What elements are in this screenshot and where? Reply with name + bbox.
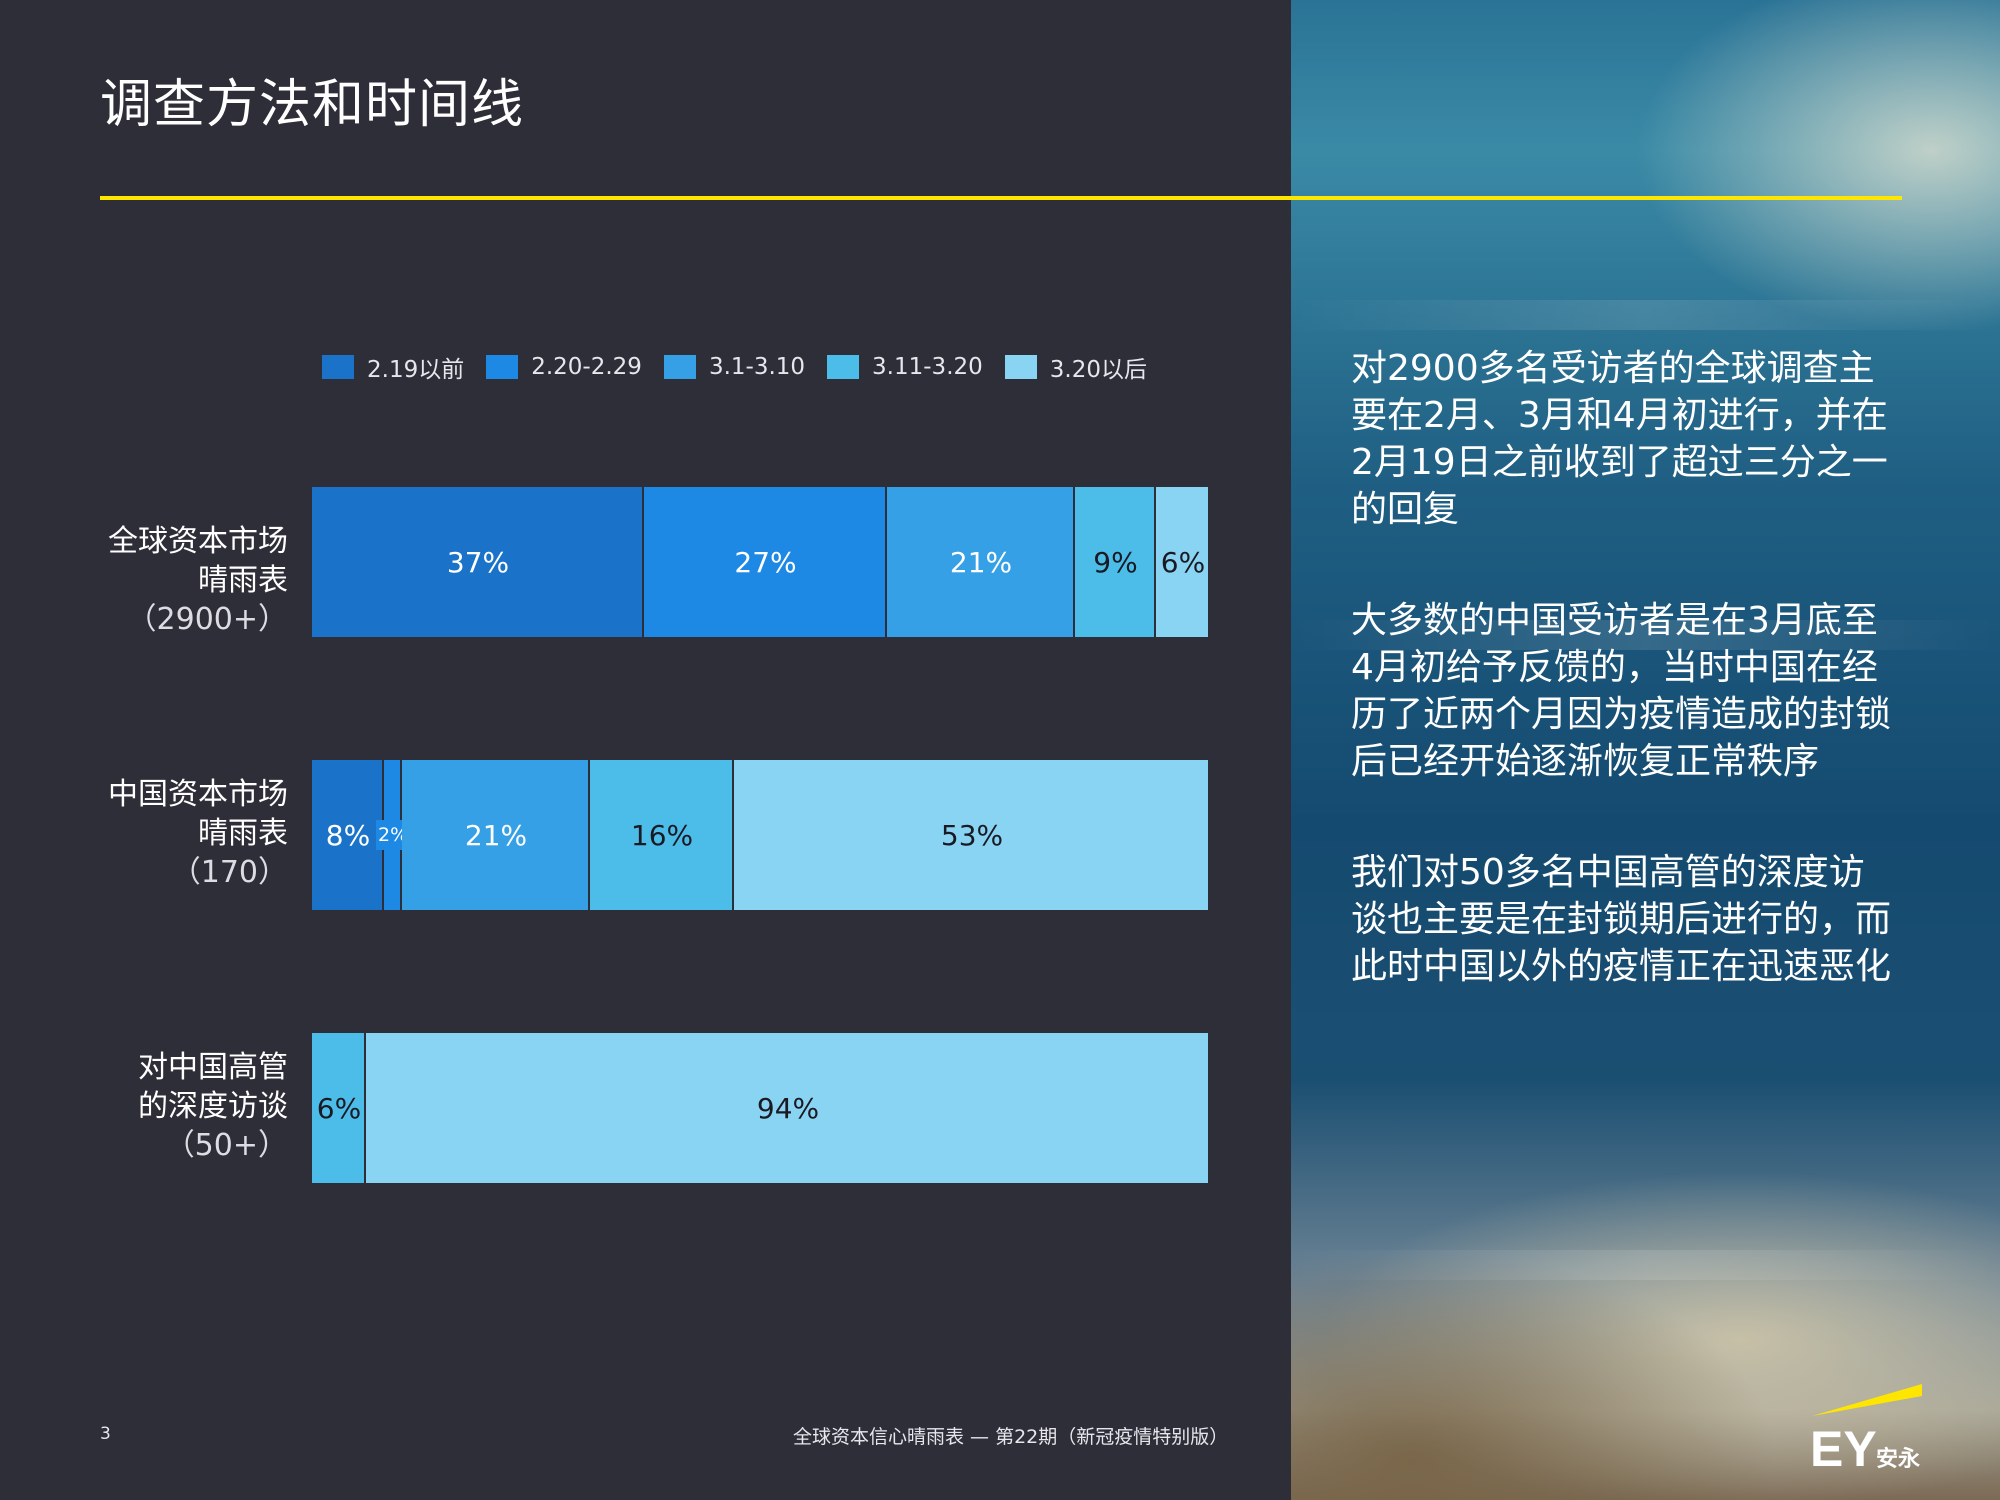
- bar-segment: [366, 1033, 1210, 1183]
- legend-item: 3.20以后: [1004, 350, 1147, 384]
- side-text-line: 大多数的中国受访者是在3月底至: [1351, 600, 1878, 641]
- legend-swatch: [663, 355, 696, 379]
- photo-streak: [1291, 620, 2000, 650]
- row-label-line: 的深度访谈: [138, 1089, 288, 1124]
- bar-segment: [1075, 487, 1156, 637]
- bar-row-interviews: 6% 94%: [312, 1033, 1210, 1183]
- bar-row-china: 8% 2% 21% 16% 53%: [312, 760, 1210, 910]
- photo-streak: [1291, 300, 2000, 330]
- side-text-line: 我们对50多名中国高管的深度访: [1351, 852, 1865, 893]
- row-label-sample-size: （170）: [170, 855, 288, 890]
- bar-segment: [312, 760, 384, 910]
- ey-logo: EY 安永: [1810, 1384, 1922, 1477]
- side-paragraph-3: 我们对50多名中国高管的深度访 谈也主要是在封锁期后进行的，而 此时中国以外的疫…: [1351, 849, 1951, 990]
- legend-label: 2.20-2.29: [531, 354, 642, 380]
- ey-logo-beam: [1812, 1384, 1922, 1416]
- footer-text: 全球资本信心晴雨表 — 第22期（新冠疫情特别版）: [793, 1426, 1229, 1448]
- row-label-sample-size: （50+）: [164, 1128, 288, 1163]
- background-photo: [1291, 0, 2000, 1500]
- chart-legend: 2.19以前 2.20-2.29 3.1-3.10 3.11-3.20 3.20以后: [322, 350, 1169, 384]
- row-label-line: 晴雨表: [198, 816, 288, 851]
- side-text-line: 4月初给予反馈的，当时中国在经: [1351, 647, 1878, 688]
- page-number: 3: [100, 1424, 111, 1444]
- side-paragraph-1: 对2900多名受访者的全球调查主 要在2月、3月和4月初进行，并在 2月19日之…: [1351, 345, 1951, 533]
- bar-row-global: 37% 27% 21% 9% 6%: [312, 487, 1210, 637]
- bar-segment: [644, 487, 887, 637]
- legend-swatch: [1004, 355, 1037, 379]
- legend-label: 2.19以前: [367, 357, 465, 383]
- legend-swatch: [322, 355, 354, 379]
- page-title: 调查方法和时间线: [100, 75, 525, 135]
- photo-streak: [1291, 1250, 2000, 1280]
- legend-item: 3.1-3.10: [663, 354, 806, 380]
- ey-logo-letters: EY: [1810, 1421, 1877, 1477]
- legend-swatch: [827, 355, 860, 379]
- side-text-line: 谈也主要是在封锁期后进行的，而: [1351, 899, 1892, 940]
- bar-segment: [1156, 487, 1210, 637]
- bar-segment: [312, 487, 644, 637]
- row-label-global: 全球资本市场 晴雨表 （2900+）: [108, 522, 288, 639]
- bar-segment: [312, 1033, 366, 1183]
- side-text-line: 此时中国以外的疫情正在迅速恶化: [1351, 946, 1892, 987]
- side-text-line: 历了近两个月因为疫情造成的封锁: [1351, 694, 1892, 735]
- legend-item: 2.19以前: [322, 350, 464, 384]
- side-text-line: 2月19日之前收到了超过三分之一: [1351, 442, 1888, 483]
- bar-segment: [887, 487, 1075, 637]
- legend-label: 3.1-3.10: [708, 354, 806, 380]
- legend-label: 3.20以后: [1049, 357, 1147, 383]
- title-underline: [100, 196, 1902, 200]
- row-label-interviews: 对中国高管 的深度访谈 （50+）: [138, 1048, 288, 1165]
- legend-label: 3.11-3.20: [872, 354, 983, 380]
- left-panel: [0, 0, 1291, 1500]
- legend-swatch: [486, 355, 519, 379]
- bar-segment: [402, 760, 590, 910]
- side-text-line: 要在2月、3月和4月初进行，并在: [1351, 395, 1888, 436]
- bar-segment: [734, 760, 1210, 910]
- side-paragraph-2: 大多数的中国受访者是在3月底至 4月初给予反馈的，当时中国在经 历了近两个月因为…: [1351, 597, 1951, 785]
- side-text-line: 对2900多名受访者的全球调查主: [1351, 348, 1875, 389]
- legend-item: 3.11-3.20: [827, 354, 983, 380]
- row-label-sample-size: （2900+）: [126, 602, 288, 637]
- ey-logo-cn: 安永: [1876, 1446, 1920, 1472]
- row-label-line: 全球资本市场: [108, 524, 288, 559]
- row-label-line: 中国资本市场: [108, 777, 288, 812]
- bar-segment: [590, 760, 734, 910]
- side-text-line: 后已经开始逐渐恢复正常秩序: [1351, 741, 1820, 782]
- row-label-line: 对中国高管: [138, 1050, 288, 1085]
- side-text-line: 的回复: [1351, 489, 1460, 530]
- bar-segment: [384, 760, 402, 910]
- row-label-china: 中国资本市场 晴雨表 （170）: [108, 775, 288, 892]
- row-label-line: 晴雨表: [198, 563, 288, 598]
- legend-item: 2.20-2.29: [486, 354, 642, 380]
